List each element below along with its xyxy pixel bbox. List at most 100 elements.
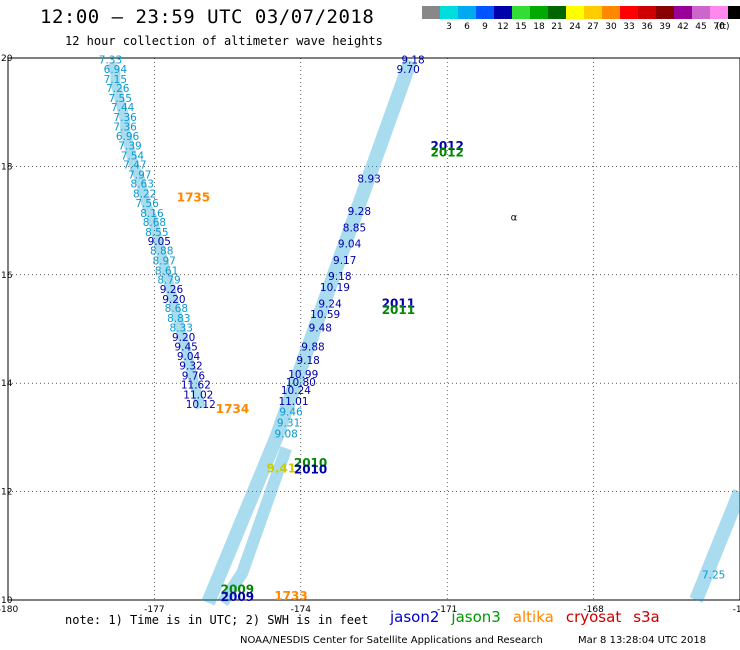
wave-height-label: 8.79 xyxy=(157,274,180,286)
colorbar-cell: 27 xyxy=(584,6,602,32)
wave-height-label: 10.80 xyxy=(286,377,316,389)
colorbar-swatch xyxy=(422,6,440,19)
wave-height-label: 8.93 xyxy=(357,174,380,186)
colorbar-swatch xyxy=(494,6,512,19)
colorbar-label: 15 xyxy=(515,22,527,32)
colorbar-swatch xyxy=(566,6,584,19)
colorbar-unit: (ft) xyxy=(716,22,730,32)
colorbar-label: 42 xyxy=(677,22,689,32)
x-tick-label: -171 xyxy=(437,605,457,615)
colorbar-label: 21 xyxy=(551,22,563,32)
wave-height-label: 8.85 xyxy=(343,222,366,234)
wave-height-label: 7.26 xyxy=(106,83,130,95)
track-band-west xyxy=(106,61,206,410)
colorbar-cell: 3 xyxy=(440,6,458,32)
time-label: 2011 xyxy=(382,303,415,317)
wave-height-label: 9.17 xyxy=(333,255,356,267)
wave-height-label: 11.02 xyxy=(183,389,213,401)
map-frame xyxy=(7,57,740,601)
colorbar-label: 30 xyxy=(605,22,617,32)
wave-height-label: 9.04 xyxy=(177,351,201,363)
wave-height-label: 6.96 xyxy=(116,131,140,143)
y-tick-label: 20 xyxy=(1,54,13,64)
satellite-legend: jason2 jason3 altika cryosat s3a xyxy=(390,608,660,626)
x-tick-label: -177 xyxy=(144,605,164,615)
colorbar-cell: 21 xyxy=(548,6,566,32)
colorbar-swatch xyxy=(656,6,674,19)
time-label: 2010 xyxy=(294,456,327,470)
colorbar-label: 12 xyxy=(497,22,509,32)
wave-height-label: 7.36 xyxy=(113,112,137,124)
colorbar-swatch xyxy=(440,6,458,19)
wave-height-label: 7.47 xyxy=(123,160,146,172)
colorbar-swatch xyxy=(458,6,476,19)
wave-height-label: 9.04 xyxy=(338,239,362,251)
colorbar-cell: 33 xyxy=(620,6,638,32)
x-tick-label: -174 xyxy=(291,605,312,615)
page-title: 12:00 – 23:59 UTC 03/07/2018 xyxy=(40,6,375,28)
y-tick-label: 12 xyxy=(1,488,12,498)
colorbar-cell: 39 xyxy=(656,6,674,32)
colorbar-label: 27 xyxy=(587,22,599,32)
colorbar-label: 9 xyxy=(482,22,488,32)
time-label: 2012 xyxy=(430,146,463,160)
time-label: 9.41 xyxy=(266,462,296,476)
colorbar-label: 24 xyxy=(569,22,581,32)
colorbar-cell: 70 xyxy=(710,6,728,32)
wave-height-label: 7.39 xyxy=(118,141,141,153)
wave-height-label: 6.94 xyxy=(104,64,128,76)
colorbar-cell: 45 xyxy=(692,6,710,32)
wave-height-label: 8.68 xyxy=(143,217,166,229)
colorbar-legend: 3 6 9 12 15 18 21 24 27 30 33 36 39 42 45 70 xyxy=(422,6,740,32)
wave-height-label: 9.70 xyxy=(396,64,419,76)
colorbar-swatch xyxy=(692,6,710,19)
legend-s3a: s3a xyxy=(633,608,660,626)
wave-height-label: 8.68 xyxy=(165,303,188,315)
y-tick-label: 16 xyxy=(1,271,13,281)
colorbar-swatch xyxy=(584,6,602,19)
colorbar-swatch xyxy=(602,6,620,19)
wave-height-label: 9.88 xyxy=(301,342,324,354)
time-label: 1735 xyxy=(177,191,210,205)
track-band-far-east xyxy=(689,488,740,603)
footnote: note: 1) Time is in UTC; 2) SWH is in fe… xyxy=(65,613,369,627)
wave-height-label: 7.15 xyxy=(104,74,127,86)
colorbar-swatch xyxy=(710,6,728,19)
y-tick-label: 10 xyxy=(1,596,13,606)
wave-height-label: 8.88 xyxy=(150,246,173,258)
legend-altika: altika xyxy=(512,608,554,626)
wave-height-label: 8.16 xyxy=(140,208,164,220)
colorbar-swatch xyxy=(620,6,638,19)
y-tick-label: 18 xyxy=(1,162,13,172)
wave-height-label: 9.45 xyxy=(174,342,197,354)
legend-jason2: jason2 xyxy=(390,608,440,626)
time-label: 1733 xyxy=(274,589,307,603)
wave-height-label: 7.33 xyxy=(99,54,122,66)
x-tick-label: -180 xyxy=(0,605,18,615)
wave-height-label: 7.56 xyxy=(135,198,159,210)
wave-height-label: 7.44 xyxy=(111,102,135,114)
colorbar-cell xyxy=(728,6,740,32)
track-band-east xyxy=(201,58,418,606)
colorbar-cell xyxy=(422,6,440,32)
wave-height-label: 8.97 xyxy=(152,256,175,268)
wave-height-label: 8.63 xyxy=(131,179,154,191)
wave-height-label: 9.05 xyxy=(148,236,171,248)
wave-height-label: 8.22 xyxy=(133,188,156,200)
legend-jason3: jason3 xyxy=(451,608,501,626)
wave-height-label: 10.24 xyxy=(281,385,311,397)
wave-height-label: 10.12 xyxy=(186,399,216,411)
colorbar-label: 39 xyxy=(659,22,671,32)
wave-height-label: 9.20 xyxy=(172,332,195,344)
colorbar-label: 70 xyxy=(713,22,725,32)
colorbar-label: 3 xyxy=(446,22,452,32)
colorbar-cell: 15 xyxy=(512,6,530,32)
wave-height-label: 7.36 xyxy=(113,122,137,134)
colorbar-cell: 6 xyxy=(458,6,476,32)
colorbar-cell: 36 xyxy=(638,6,656,32)
time-label: 2010 xyxy=(294,463,327,477)
colorbar-label: 45 xyxy=(695,22,707,32)
time-label: 1734 xyxy=(216,402,249,416)
page-subtitle: 12 hour collection of altimeter wave hei… xyxy=(65,34,383,48)
colorbar-swatch xyxy=(530,6,548,19)
